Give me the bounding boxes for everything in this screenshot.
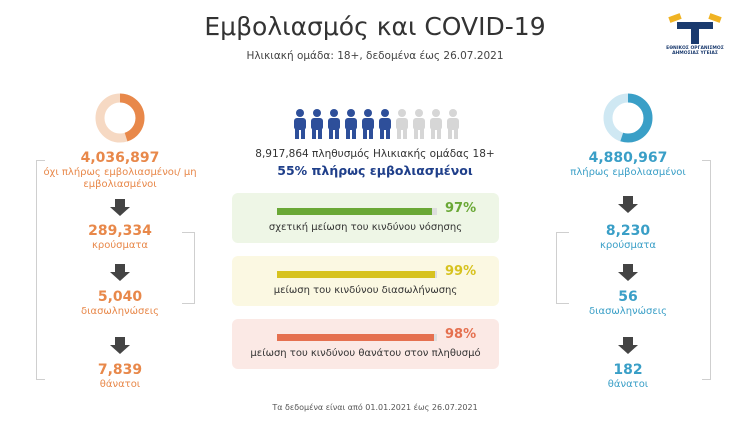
card-percent: 98% xyxy=(445,327,477,342)
progress-bar-fill xyxy=(277,271,436,278)
right-deaths-label: θάνατοι xyxy=(607,379,649,390)
person-icon xyxy=(311,109,323,139)
left-cases-label: κρούσματα xyxy=(91,240,149,251)
progress-bar-fill xyxy=(277,208,433,215)
right-total: 4,880,967 xyxy=(588,150,668,166)
donut-vaccinated-icon xyxy=(603,93,653,143)
right-deaths: 182 xyxy=(613,362,643,378)
footer-note: Τα δεδομένα είναι από 01.01.2021 έως 26.… xyxy=(272,403,478,412)
progress-bar-fill xyxy=(277,334,434,341)
right-bracket-inner xyxy=(556,232,569,304)
progress-bar-track xyxy=(277,271,437,278)
left-deaths: 7,839 xyxy=(97,362,143,378)
card-label: μείωση του κινδύνου θανάτου στον πληθυσμ… xyxy=(250,348,481,359)
percent-vaccinated-text: 55% πλήρως εμβολιασμένοι xyxy=(277,163,473,178)
left-intubations-label: διασωληνώσεις xyxy=(80,306,160,317)
card-intubation-risk: 99% μείωση του κινδύνου διασωλήνωσης xyxy=(232,256,499,306)
donut-unvaccinated-icon xyxy=(95,93,145,143)
left-total-label: όχι πλήρως εμβολιασμένοι/ μη εμβολιασμέν… xyxy=(43,167,197,190)
page-title: Εμβολιασμός και COVID-19 xyxy=(204,12,546,41)
card-infection-risk: 97% σχετική μείωση του κινδύνου νόσησης xyxy=(232,193,499,243)
eody-logo: ΕΘΝΙΚΟΣ ΟΡΓΑΝΙΣΜΟΣ ΔΗΜΟΣΙΑΣ ΥΓΕΙΑΣ xyxy=(663,12,727,64)
left-deaths-label: θάνατοι xyxy=(99,379,141,390)
card-death-risk: 98% μείωση του κινδύνου θανάτου στον πλη… xyxy=(232,319,499,369)
person-icon xyxy=(430,109,442,139)
card-label: σχετική μείωση του κινδύνου νόσησης xyxy=(268,222,463,233)
person-icon xyxy=(413,109,425,139)
page-subtitle: Ηλικιακή ομάδα: 18+, δεδομένα έως 26.07.… xyxy=(246,50,504,62)
logo-text: ΕΘΝΙΚΟΣ ΟΡΓΑΝΙΣΜΟΣ ΔΗΜΟΣΙΑΣ ΥΓΕΙΑΣ xyxy=(666,46,724,56)
person-icon xyxy=(294,109,306,139)
left-bracket-inner xyxy=(182,232,195,304)
left-intubations: 5,040 xyxy=(97,289,143,305)
right-intubations: 56 xyxy=(618,289,638,305)
right-bracket-outer xyxy=(702,160,711,380)
right-total-label: πλήρως εμβολιασμένοι xyxy=(570,167,686,178)
person-icon xyxy=(379,109,391,139)
left-cases: 289,334 xyxy=(88,223,152,239)
card-percent: 97% xyxy=(445,201,477,216)
right-cases: 8,230 xyxy=(605,223,651,239)
person-icon xyxy=(328,109,340,139)
population-text: 8,917,864 πληθυσμός Ηλικιακής ομάδας 18+ xyxy=(255,148,495,160)
right-cases-label: κρούσματα xyxy=(599,240,657,251)
right-intubations-label: διασωληνώσεις xyxy=(588,306,668,317)
card-label: μείωση του κινδύνου διασωλήνωσης xyxy=(273,285,458,296)
person-icon xyxy=(396,109,408,139)
person-icon xyxy=(362,109,374,139)
person-icon xyxy=(345,109,357,139)
logo-icon xyxy=(668,13,722,44)
people-icons-row xyxy=(294,109,459,139)
progress-bar-track xyxy=(277,334,437,341)
left-total: 4,036,897 xyxy=(80,150,160,166)
left-bracket-outer xyxy=(36,160,45,380)
card-percent: 99% xyxy=(445,264,477,279)
person-icon xyxy=(447,109,459,139)
progress-bar-track xyxy=(277,208,437,215)
